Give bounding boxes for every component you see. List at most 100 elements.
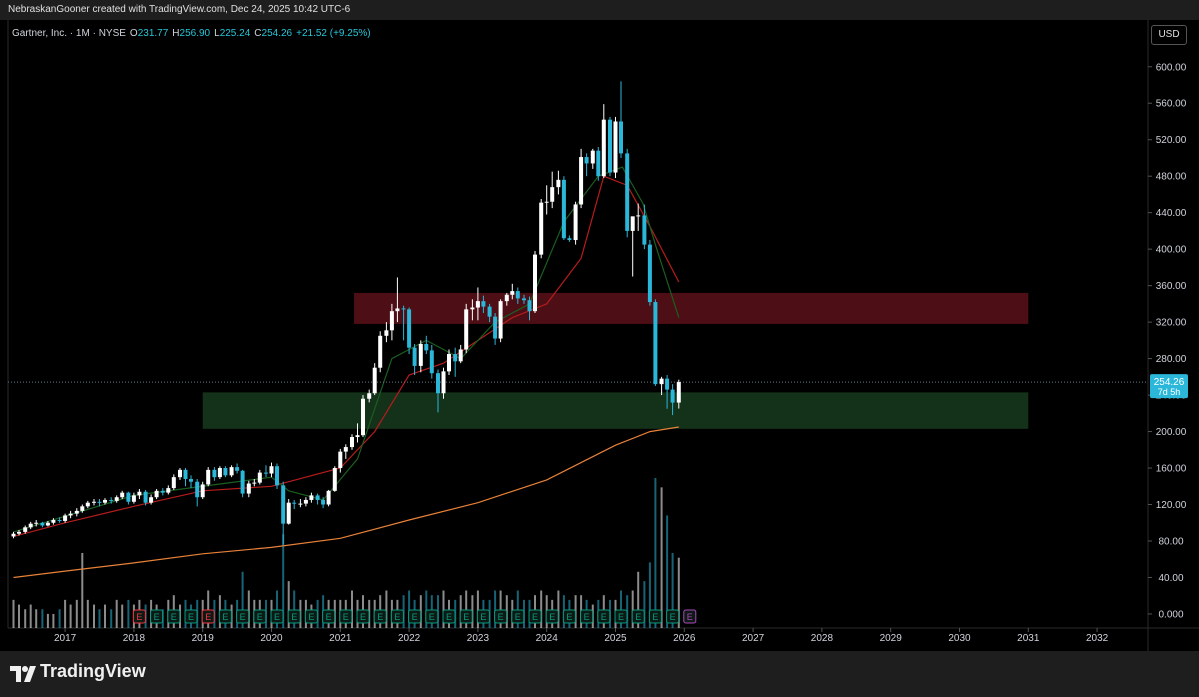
earnings-marker bbox=[511, 609, 525, 624]
volume-bar bbox=[104, 604, 107, 628]
candle-body bbox=[45, 522, 50, 526]
earnings-marker bbox=[648, 609, 662, 624]
candle-body bbox=[630, 216, 635, 231]
y-tick-label: 0.000 bbox=[1158, 609, 1183, 620]
candle-body bbox=[355, 435, 360, 438]
ohlc-value: 256.90 bbox=[179, 28, 211, 39]
candle-body bbox=[573, 204, 578, 241]
volume-bar bbox=[287, 581, 290, 628]
candle-body bbox=[51, 520, 56, 523]
volume-bar bbox=[81, 553, 84, 628]
earnings-marker bbox=[304, 609, 318, 624]
volume-bar bbox=[18, 604, 21, 628]
candle-body bbox=[642, 215, 647, 245]
candle-body bbox=[40, 522, 45, 526]
earnings-marker bbox=[390, 609, 404, 624]
candle-body bbox=[470, 307, 475, 310]
earnings-marker bbox=[167, 609, 181, 624]
ohlc-value: 254.26 bbox=[261, 28, 293, 39]
currency-button[interactable]: USD bbox=[1151, 25, 1187, 45]
x-tick-label: 2030 bbox=[948, 633, 971, 644]
y-tick-label: 120.00 bbox=[1156, 500, 1187, 511]
volume-bar bbox=[494, 590, 497, 628]
candle-body bbox=[85, 502, 90, 507]
earnings-label: E bbox=[360, 612, 366, 622]
volume-bar bbox=[29, 604, 32, 628]
volume-bar bbox=[476, 590, 479, 628]
earnings-marker bbox=[408, 609, 422, 624]
x-tick-label: 2027 bbox=[742, 633, 765, 644]
candle-body bbox=[17, 531, 22, 534]
candle-body bbox=[676, 382, 681, 403]
earnings-label: E bbox=[670, 612, 676, 622]
volume-bar bbox=[52, 613, 55, 628]
earnings-marker bbox=[339, 609, 353, 624]
candle-body bbox=[275, 466, 280, 486]
candle-body bbox=[539, 202, 544, 255]
earnings-label: E bbox=[480, 612, 486, 622]
ohlc-key: O bbox=[129, 28, 138, 39]
x-tick-label: 2020 bbox=[260, 633, 283, 644]
candle-body bbox=[166, 488, 171, 493]
earnings-marker bbox=[356, 609, 370, 624]
volume-bar bbox=[24, 609, 27, 628]
volume-bar bbox=[282, 534, 285, 628]
candle-body bbox=[257, 472, 262, 483]
earnings-marker bbox=[597, 609, 611, 624]
candle-body bbox=[23, 527, 28, 532]
candle-body bbox=[292, 502, 297, 504]
candle-body bbox=[126, 492, 131, 502]
volume-bar bbox=[442, 590, 445, 628]
symbol: Gartner, Inc. · 1M · NYSE bbox=[12, 28, 126, 39]
y-tick-label: 400.00 bbox=[1156, 245, 1187, 256]
volume-bar bbox=[247, 590, 250, 628]
x-tick-label: 2021 bbox=[329, 633, 352, 644]
earnings-marker bbox=[614, 609, 628, 624]
candle-body bbox=[618, 121, 623, 154]
volume-bar bbox=[385, 590, 388, 628]
volume-bar bbox=[86, 599, 89, 628]
volume-bar bbox=[677, 557, 680, 628]
x-tick-label: 2024 bbox=[536, 633, 559, 644]
candle-body bbox=[343, 447, 348, 452]
earnings-label: E bbox=[240, 612, 246, 622]
candle-body bbox=[315, 495, 320, 500]
earnings-label: E bbox=[205, 612, 211, 622]
earnings-marker bbox=[287, 609, 301, 624]
ohlc-key: C bbox=[254, 28, 262, 39]
earnings-label: E bbox=[618, 612, 624, 622]
volume-bar bbox=[64, 599, 67, 628]
candle-body bbox=[57, 520, 62, 522]
candle-body bbox=[309, 495, 314, 500]
candle-body bbox=[401, 308, 406, 310]
candle-body bbox=[561, 179, 566, 239]
candle-body bbox=[326, 490, 331, 505]
volume-bar bbox=[69, 604, 72, 628]
candle-body bbox=[235, 467, 240, 471]
earnings-marker bbox=[218, 609, 232, 624]
candle-body bbox=[217, 468, 222, 478]
candle-body bbox=[367, 393, 372, 399]
y-tick-label: 40.00 bbox=[1158, 573, 1183, 584]
candle-body bbox=[189, 478, 194, 482]
earnings-label: E bbox=[687, 612, 693, 622]
candle-body bbox=[321, 499, 326, 505]
earnings-marker bbox=[253, 609, 267, 624]
ma-line bbox=[13, 175, 680, 537]
x-tick-label: 2022 bbox=[398, 633, 421, 644]
candle-body bbox=[625, 153, 630, 231]
volume-bar bbox=[115, 599, 118, 628]
x-tick-label: 2019 bbox=[192, 633, 215, 644]
earnings-label: E bbox=[274, 612, 280, 622]
earnings-marker bbox=[545, 609, 559, 624]
y-tick-label: 520.00 bbox=[1156, 135, 1187, 146]
earnings-label: E bbox=[652, 612, 658, 622]
earnings-label: E bbox=[515, 612, 521, 622]
earnings-label: E bbox=[222, 612, 228, 622]
candle-body bbox=[590, 150, 595, 164]
volume-bar bbox=[557, 590, 560, 628]
chart: 0.00040.0080.00120.00160.00200.00240.002… bbox=[0, 20, 1199, 651]
legend: Gartner, Inc. · 1M · NYSE O231.77 H256.90 L… bbox=[12, 28, 371, 39]
volume-bar bbox=[631, 590, 634, 628]
candle-body bbox=[647, 244, 652, 303]
